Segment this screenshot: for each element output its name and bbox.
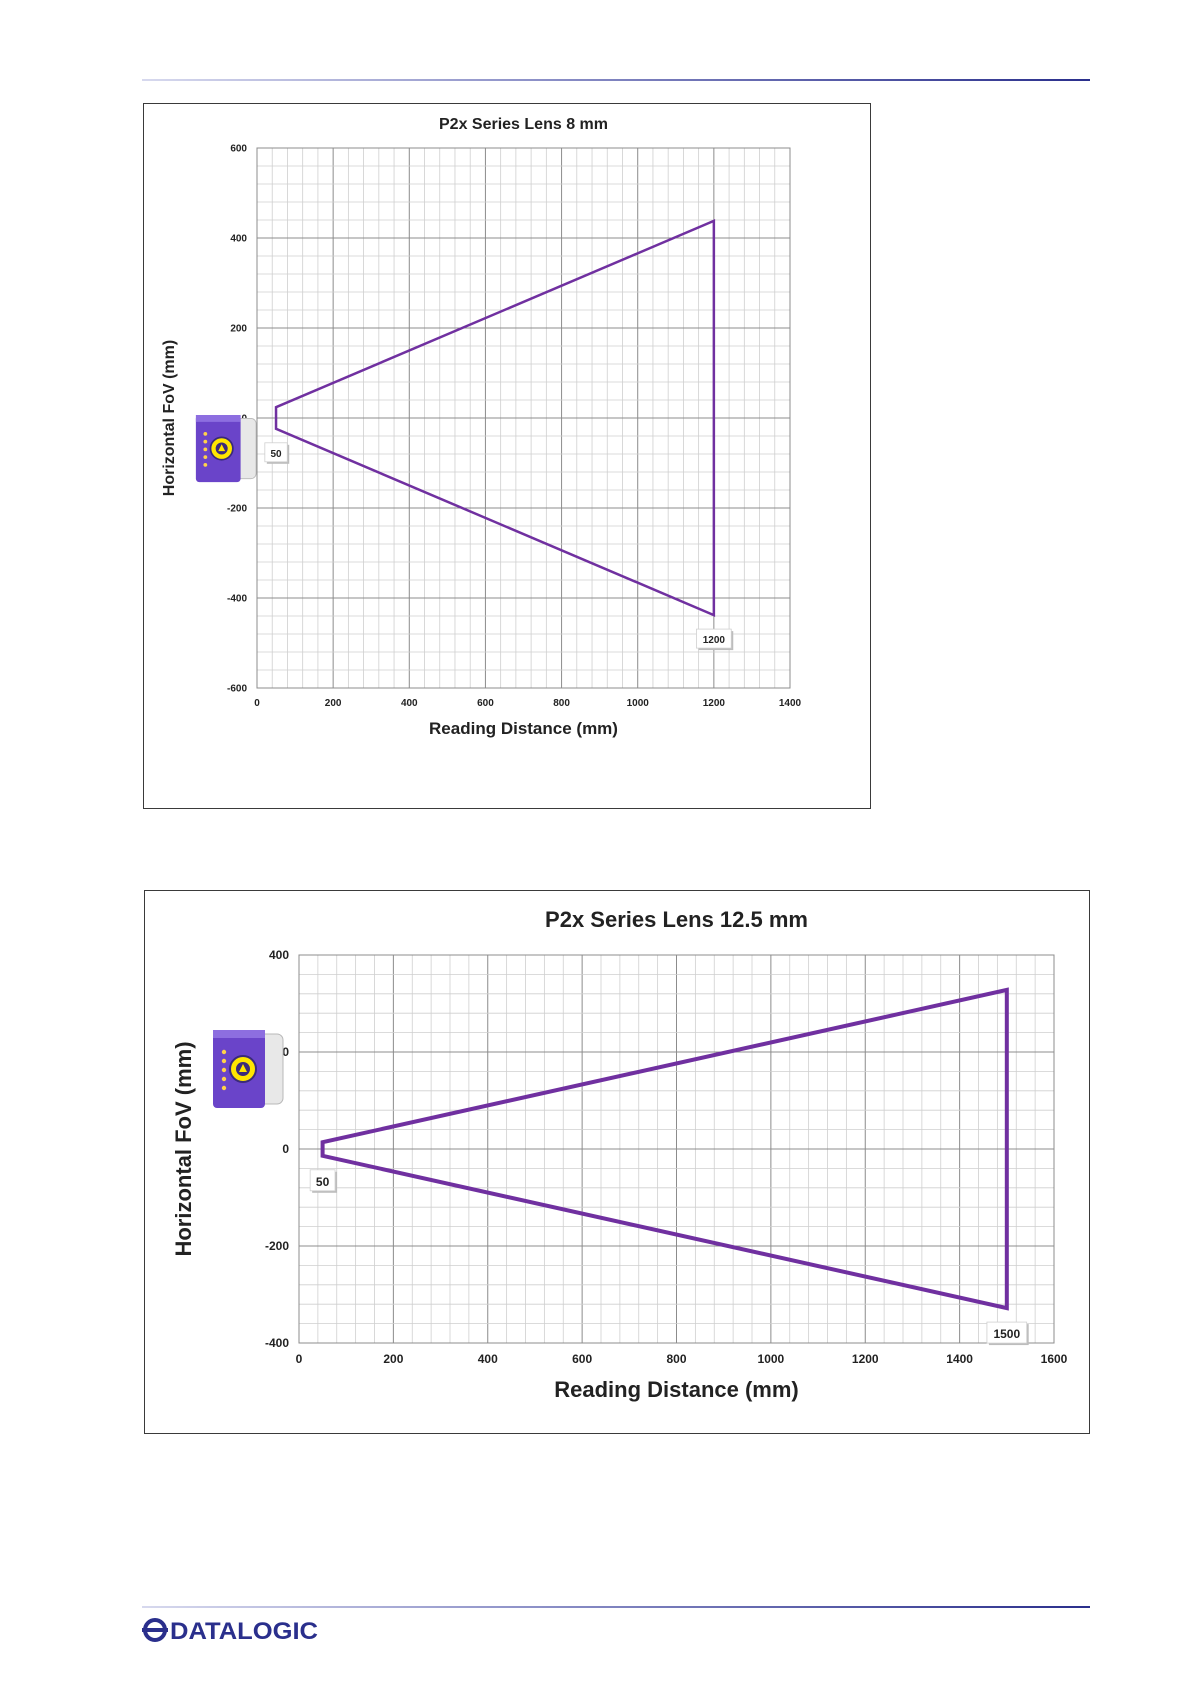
callout-box <box>264 442 288 463</box>
logo-mark-icon <box>142 1618 168 1642</box>
device-led <box>221 1058 227 1064</box>
x-tick-label: 600 <box>477 698 494 709</box>
device-led <box>221 1067 227 1073</box>
x-tick-label: 400 <box>401 698 418 709</box>
y-tick-label: 400 <box>269 948 289 962</box>
device-top-edge <box>213 1030 265 1038</box>
x-tick-label: 1400 <box>946 1352 973 1366</box>
device-led <box>203 432 208 436</box>
x-tick-label: 400 <box>478 1352 498 1366</box>
logo-text: DATALOGIC <box>170 1618 318 1644</box>
chart-svg: P2x Series Lens 8 mm 0 200 400 600 800 1000 120… <box>161 116 802 738</box>
device-led <box>221 1076 227 1082</box>
datalogic-logo: DATALOGIC <box>142 1618 318 1644</box>
y-tick-label: 600 <box>230 144 247 155</box>
chart-lens-8mm: P2x Series Lens 8 mm 0 200 400 600 800 1000 120… <box>143 103 871 809</box>
x-tick-label: 1200 <box>703 698 726 709</box>
chart-title: P2x Series Lens 8 mm <box>439 116 608 133</box>
device-lens-triangle <box>218 444 226 452</box>
y-tick-label: -400 <box>265 1336 289 1350</box>
x-tick-label: 1400 <box>779 698 802 709</box>
x-tick-label: 1200 <box>852 1352 879 1366</box>
device-lens-triangle <box>239 1064 247 1072</box>
y-tick-label: 0 <box>282 1142 289 1156</box>
x-tick-label: 1600 <box>1041 1352 1068 1366</box>
callout-box <box>986 1321 1028 1344</box>
callout-label: 1500 <box>993 1327 1020 1341</box>
footer-rule <box>142 1606 1090 1608</box>
plot-grid <box>256 147 791 689</box>
device-led <box>203 439 208 444</box>
data-callout: 50 <box>309 1169 338 1193</box>
plot-area-border <box>256 147 791 689</box>
x-tick-label: 1000 <box>758 1352 785 1366</box>
data-callout: 1200 <box>696 628 734 651</box>
y-tick-label: -200 <box>265 1239 289 1253</box>
plot-area-border <box>298 954 1055 1344</box>
x-tick-label: 200 <box>325 698 342 709</box>
callout-box <box>309 1169 336 1192</box>
x-tick-label: 1000 <box>627 698 650 709</box>
y-tick-label: 200 <box>230 324 247 335</box>
callout-label: 50 <box>316 1175 330 1189</box>
y-tick-label: 400 <box>230 234 247 245</box>
plot-grid <box>298 954 1055 1344</box>
y-tick-label: -600 <box>227 684 247 695</box>
device-led <box>221 1049 227 1055</box>
callout-box <box>696 628 732 649</box>
y-axis-label: Horizontal FoV (mm) <box>161 340 178 496</box>
x-tick-label: 800 <box>666 1352 686 1366</box>
x-tick-label: 0 <box>254 698 260 709</box>
device-led <box>203 447 208 452</box>
header-rule <box>142 79 1090 81</box>
data-callout: 50 <box>264 442 290 464</box>
x-axis-label: Reading Distance (mm) <box>429 719 618 738</box>
chart-lens-12-5mm: P2x Series Lens 12.5 mm 0 200 400 600 800 1000… <box>144 890 1090 1434</box>
device-led <box>221 1085 227 1091</box>
chart-title: P2x Series Lens 12.5 mm <box>545 907 808 932</box>
x-tick-label: 0 <box>296 1352 303 1366</box>
device-led <box>203 462 208 467</box>
x-axis-label: Reading Distance (mm) <box>554 1377 799 1402</box>
data-callout: 1500 <box>986 1321 1029 1346</box>
device-led <box>203 455 208 460</box>
callout-label: 50 <box>270 449 282 460</box>
x-tick-label: 800 <box>553 698 570 709</box>
scanner-device-icon <box>213 1030 284 1108</box>
device-top-edge <box>195 415 241 422</box>
x-tick-label: 200 <box>383 1352 403 1366</box>
x-tick-label: 600 <box>572 1352 592 1366</box>
callout-label: 1200 <box>703 635 726 646</box>
y-tick-label: -200 <box>227 504 247 515</box>
y-tick-label: -400 <box>227 594 247 605</box>
scanner-device-icon <box>195 415 257 483</box>
y-axis-label: Horizontal FoV (mm) <box>171 1041 196 1256</box>
chart-svg: P2x Series Lens 12.5 mm 0 200 400 600 800 1000… <box>171 907 1068 1402</box>
